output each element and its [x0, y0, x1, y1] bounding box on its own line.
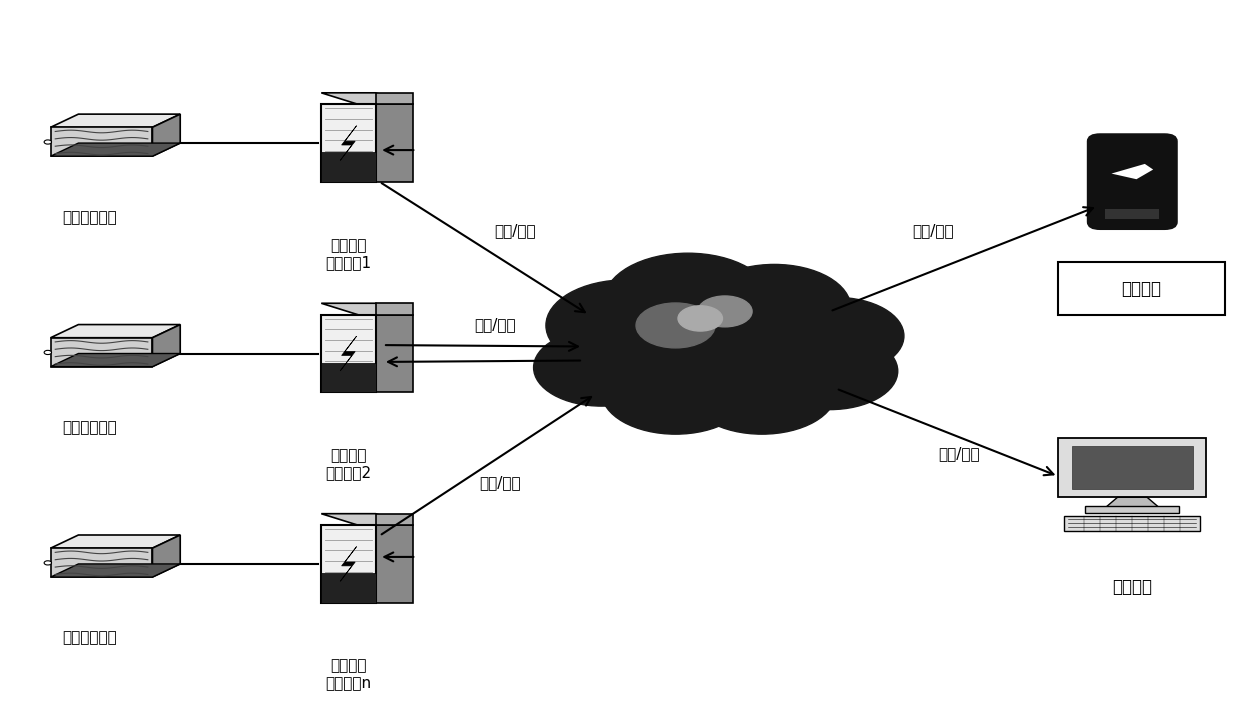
Bar [1105, 209, 1159, 219]
Bar [1058, 262, 1225, 315]
Text: 光伏电站设备: 光伏电站设备 [62, 420, 117, 435]
Circle shape [45, 351, 52, 354]
Polygon shape [321, 573, 376, 602]
Polygon shape [321, 525, 376, 602]
Circle shape [546, 280, 707, 371]
Text: 光伏电站设备: 光伏电站设备 [62, 631, 117, 645]
Circle shape [601, 350, 750, 434]
Polygon shape [51, 548, 153, 577]
Circle shape [688, 350, 836, 434]
Bar [1058, 438, 1207, 497]
Bar [1064, 515, 1200, 531]
Polygon shape [51, 564, 180, 577]
Circle shape [45, 561, 52, 565]
Text: 发布/订阅: 发布/订阅 [495, 223, 536, 238]
Circle shape [678, 306, 723, 331]
Circle shape [614, 291, 811, 402]
Polygon shape [321, 152, 376, 182]
Polygon shape [376, 93, 413, 105]
Polygon shape [51, 535, 180, 548]
Polygon shape [321, 93, 413, 105]
Polygon shape [321, 514, 413, 525]
Text: 发布/订阅: 发布/订阅 [479, 475, 521, 490]
Bar [1071, 446, 1193, 489]
Text: 光伏电站
智能网关n: 光伏电站 智能网关n [325, 659, 372, 691]
Circle shape [698, 264, 851, 351]
Text: 发布/订阅: 发布/订阅 [939, 446, 981, 461]
Text: 光伏电站设备: 光伏电站设备 [62, 210, 117, 225]
Polygon shape [376, 105, 413, 182]
Polygon shape [376, 514, 413, 525]
Polygon shape [321, 363, 376, 392]
Polygon shape [340, 126, 357, 160]
Polygon shape [51, 127, 153, 156]
Text: 光伏电站
智能网关1: 光伏电站 智能网关1 [325, 238, 372, 270]
Text: 发布/订阅: 发布/订阅 [475, 317, 516, 332]
Text: 电脑终端: 电脑终端 [1112, 578, 1152, 596]
Polygon shape [51, 338, 153, 367]
Polygon shape [153, 535, 180, 577]
Polygon shape [321, 105, 376, 182]
Polygon shape [51, 354, 180, 367]
Circle shape [533, 329, 670, 406]
Polygon shape [51, 143, 180, 156]
Polygon shape [1111, 164, 1153, 180]
FancyBboxPatch shape [1087, 134, 1177, 229]
Circle shape [768, 298, 904, 375]
Polygon shape [1105, 497, 1159, 508]
Text: 手机终端: 手机终端 [1121, 279, 1162, 298]
Polygon shape [340, 336, 357, 371]
Polygon shape [321, 315, 376, 392]
Circle shape [636, 303, 715, 348]
Polygon shape [376, 315, 413, 392]
Circle shape [45, 140, 52, 144]
Text: 发布/订阅: 发布/订阅 [913, 223, 954, 238]
Polygon shape [321, 303, 413, 315]
Polygon shape [51, 325, 180, 338]
Polygon shape [153, 114, 180, 156]
Polygon shape [376, 303, 413, 315]
Polygon shape [51, 114, 180, 127]
Circle shape [761, 332, 898, 409]
Polygon shape [153, 325, 180, 367]
Polygon shape [376, 525, 413, 602]
Bar [1085, 506, 1179, 513]
Polygon shape [340, 547, 357, 581]
Circle shape [698, 296, 753, 327]
Text: 光伏电站
智能网关2: 光伏电站 智能网关2 [325, 448, 372, 481]
Circle shape [604, 253, 771, 349]
